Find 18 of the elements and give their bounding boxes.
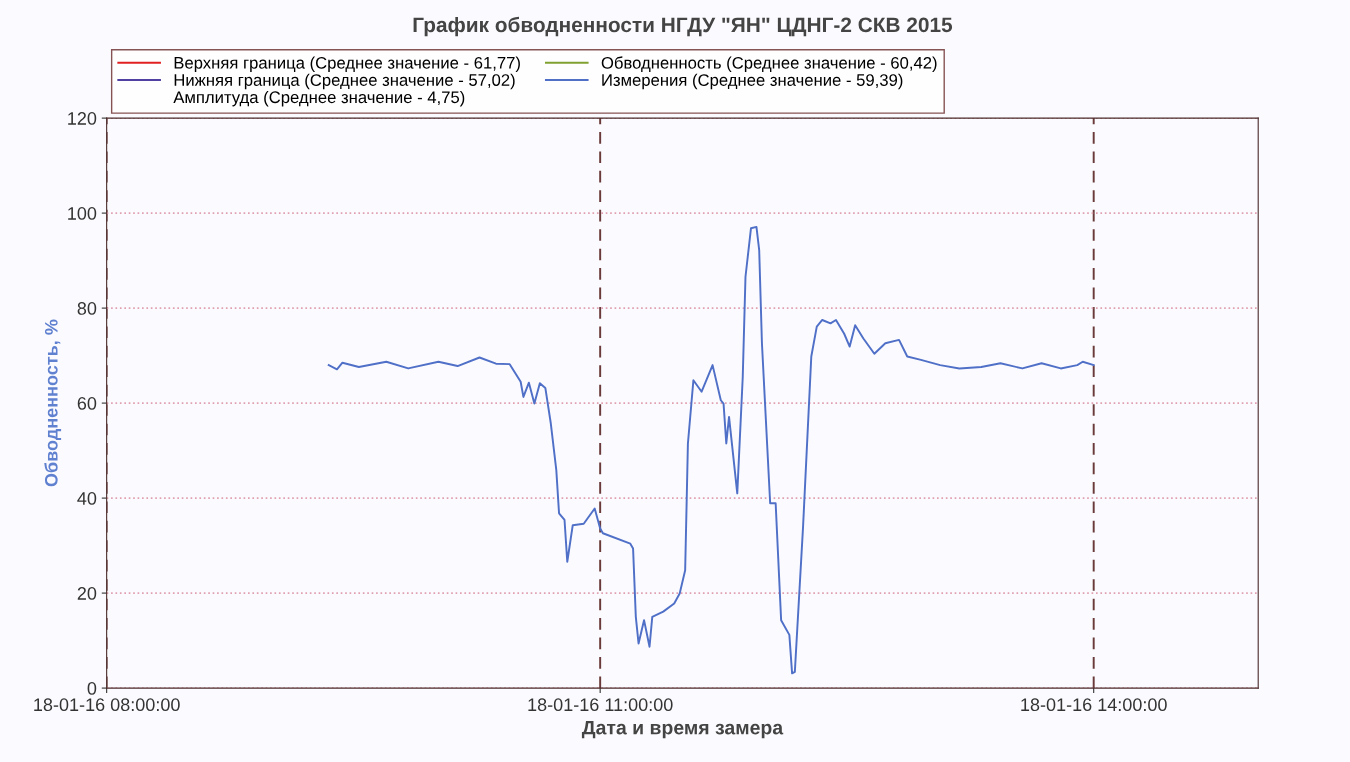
x-tick-label: 18-01-16 08:00:00 xyxy=(34,698,180,712)
legend-label: Верхняя граница (Среднее значение - 61,77) xyxy=(174,56,520,73)
text: Амплитуда (Среднее значение - 4,75) xyxy=(173,90,465,107)
y-tick-label: 120 xyxy=(68,112,97,125)
y-tick-label: 60 xyxy=(77,397,97,410)
y-tick-label: 20 xyxy=(77,587,97,600)
legend-label: Обводненность (Среднее значение - 60,42) xyxy=(601,56,937,73)
y-axis-title: Обводненность, % xyxy=(44,319,62,487)
y-tick-label: 40 xyxy=(77,492,97,505)
chart-title: График обводненности НГДУ "ЯН" ЦДНГ-2 СКВ 2015 xyxy=(413,16,953,37)
legend-label: Нижняя граница (Среднее значение - 57,02) xyxy=(174,73,515,90)
y-tick-label: 0 xyxy=(87,682,97,695)
x-axis-title: Дата и время замера xyxy=(581,720,784,739)
x-tick-label: 18-01-16 11:00:00 xyxy=(528,698,673,712)
legend-label: Измерения (Среднее значение - 59,39) xyxy=(602,73,903,90)
y-tick-label: 80 xyxy=(77,302,97,315)
y-tick-label: 100 xyxy=(68,207,97,220)
x-tick-label: 18-01-16 14:00:00 xyxy=(1021,698,1167,712)
